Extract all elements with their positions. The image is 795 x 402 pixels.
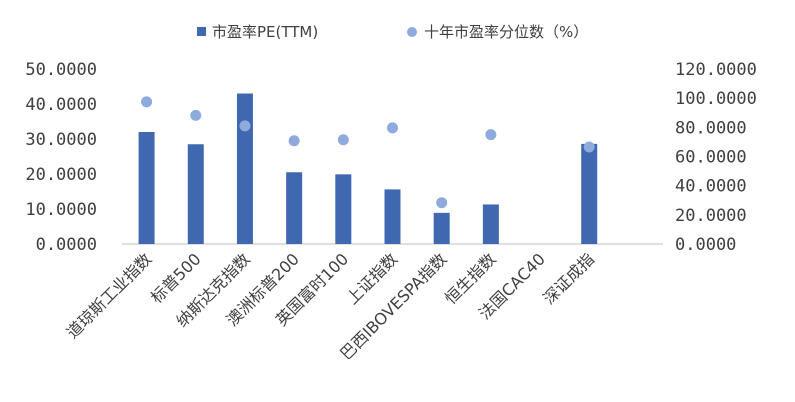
right-tick-label: 120.0000 xyxy=(675,60,757,80)
legend-dot-swatch xyxy=(407,27,417,37)
category-label: 道琼斯工业指数 xyxy=(63,249,156,342)
pe-bar xyxy=(138,132,155,244)
left-tick-label: 20.0000 xyxy=(25,165,97,185)
left-tick-label: 30.0000 xyxy=(25,130,97,150)
dot-series xyxy=(141,96,595,209)
percentile-dot xyxy=(141,96,153,108)
pe-bar xyxy=(335,174,352,244)
legend-dot-label: 十年市盈率分位数（%） xyxy=(424,23,588,41)
pe-bar xyxy=(187,144,204,244)
percentile-dot xyxy=(485,129,497,141)
percentile-dot xyxy=(190,109,202,121)
percentile-dot xyxy=(239,120,251,132)
percentile-dot xyxy=(583,141,595,153)
right-tick-label: 100.0000 xyxy=(675,89,757,109)
pe-bar xyxy=(286,172,303,244)
category-labels: 道琼斯工业指数标普500纳斯达克指数澳洲标普200英国富时100上证指数巴西IB… xyxy=(63,249,598,363)
percentile-dot xyxy=(337,134,349,146)
left-tick-label: 0.0000 xyxy=(36,235,97,255)
pe-bar xyxy=(482,204,499,244)
category-label: 深证成指 xyxy=(539,249,598,308)
percentile-dot xyxy=(387,122,398,134)
pe-bar xyxy=(433,212,450,244)
right-tick-label: 80.0000 xyxy=(675,118,747,138)
left-tick-label: 50.0000 xyxy=(25,60,97,80)
legend: 市盈率PE(TTM) 十年市盈率分位数（%） xyxy=(197,23,588,41)
percentile-dot xyxy=(288,135,300,147)
pe-bar xyxy=(236,93,253,244)
pe-bar xyxy=(384,189,401,244)
left-tick-label: 10.0000 xyxy=(25,200,97,220)
legend-bar-label: 市盈率PE(TTM) xyxy=(212,23,318,41)
right-tick-label: 20.0000 xyxy=(675,206,747,226)
right-tick-label: 0.0000 xyxy=(675,235,736,255)
right-tick-label: 60.0000 xyxy=(675,148,747,168)
percentile-dot xyxy=(436,197,448,209)
left-axis: 50.0000 40.0000 30.0000 20.0000 10.0000 0.000… xyxy=(25,60,97,255)
left-tick-label: 40.0000 xyxy=(25,95,97,115)
bar-series xyxy=(138,93,598,244)
right-tick-label: 40.0000 xyxy=(675,177,747,197)
right-axis: 120.0000 100.0000 80.0000 60.0000 40.0000 20.… xyxy=(675,60,757,255)
legend-bar-swatch xyxy=(197,27,206,36)
pe-bar xyxy=(581,143,598,244)
